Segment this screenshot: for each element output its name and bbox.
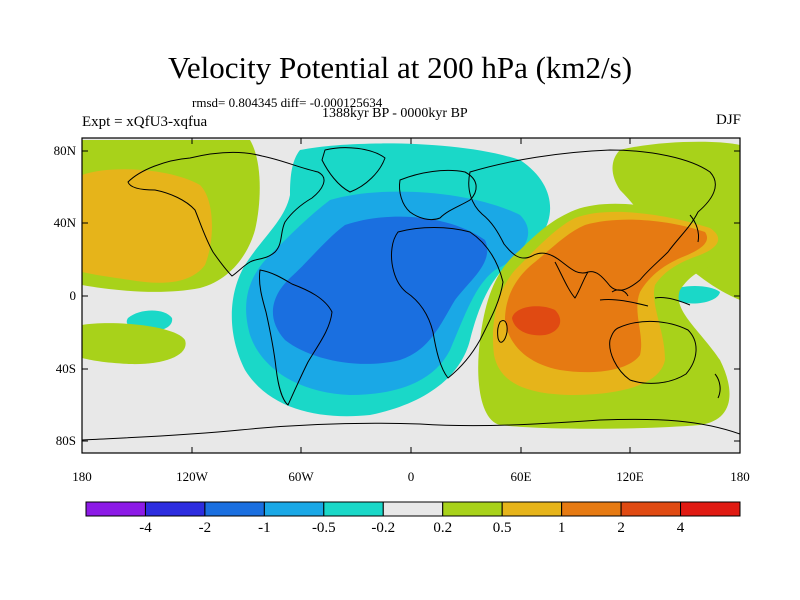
rmsd-diff-stats: rmsd= 0.804345 diff= -0.000125634 xyxy=(192,95,383,110)
axis-ticks xyxy=(81,138,741,453)
coast-new-zealand xyxy=(714,373,721,399)
colorbar-label: -0.2 xyxy=(371,520,396,536)
coast-antarctica xyxy=(82,418,740,441)
colorbar-label: -1 xyxy=(258,520,271,536)
lon-label-120e: 120E xyxy=(616,469,644,484)
colorbar-swatch xyxy=(263,501,325,517)
coast-greenland xyxy=(321,147,386,193)
lon-label-180w: 180 xyxy=(72,469,92,484)
coast-europe xyxy=(399,169,477,221)
lat-label-40s: 40S xyxy=(55,361,76,376)
colorbar-label: 0.2 xyxy=(433,520,453,536)
coast-japan xyxy=(689,214,699,243)
map-title: Velocity Potential at 200 hPa (km2/s) xyxy=(167,50,633,85)
lat-label-80s: 80S xyxy=(55,433,76,448)
coastlines xyxy=(82,147,740,441)
colorbar xyxy=(85,501,741,517)
coast-north-america xyxy=(127,151,325,277)
lon-label-60w: 60W xyxy=(288,469,314,484)
colorbar-swatch xyxy=(85,501,146,517)
colorbar-label: 0.5 xyxy=(492,520,512,536)
contour-positive-2-indo xyxy=(512,306,561,336)
coast-africa xyxy=(391,227,504,379)
contour-positive-0.5-npac xyxy=(82,169,212,283)
contour-blob-w-pacific xyxy=(666,286,720,304)
colorbar-swatch xyxy=(501,501,563,517)
lon-label-180e: 180 xyxy=(730,469,750,484)
colorbar-swatch xyxy=(620,501,682,517)
lat-label-40n: 40N xyxy=(53,215,76,230)
colorbar-label: -0.5 xyxy=(311,520,336,536)
colorbar-swatch xyxy=(204,501,265,517)
colorbar-swatch xyxy=(144,501,206,517)
coast-madagascar xyxy=(497,319,508,343)
colorbar-swatch xyxy=(442,501,503,517)
coast-australia xyxy=(609,320,697,384)
colorbar-label: -2 xyxy=(198,520,212,536)
contour-positive-0.2-spac xyxy=(82,323,186,365)
colorbar-swatch xyxy=(680,501,741,517)
contour-negative-1 xyxy=(272,216,488,364)
time-period-label: 1388kyr BP - 0000kyr BP xyxy=(322,106,468,121)
season-label: DJF xyxy=(715,112,741,128)
lon-label-60e: 60E xyxy=(510,469,532,484)
colorbar-label: 2 xyxy=(617,520,625,536)
colorbar-swatch xyxy=(561,501,622,517)
colorbar-swatch xyxy=(382,501,444,517)
experiment-label: Expt = xQfU3-xqfua xyxy=(82,114,208,130)
colorbar-label: -4 xyxy=(139,520,152,536)
lon-label-0: 0 xyxy=(407,469,415,484)
colorbar-label: 4 xyxy=(676,520,685,536)
coast-south-america xyxy=(259,269,333,406)
lat-label-80n: 80N xyxy=(53,143,76,158)
coast-indonesia xyxy=(599,289,691,307)
colorbar-swatch xyxy=(323,501,384,517)
coast-india xyxy=(554,261,589,299)
lon-label-120w: 120W xyxy=(176,469,208,484)
lat-label-0: 0 xyxy=(69,288,77,303)
colorbar-label: 1 xyxy=(557,520,566,536)
